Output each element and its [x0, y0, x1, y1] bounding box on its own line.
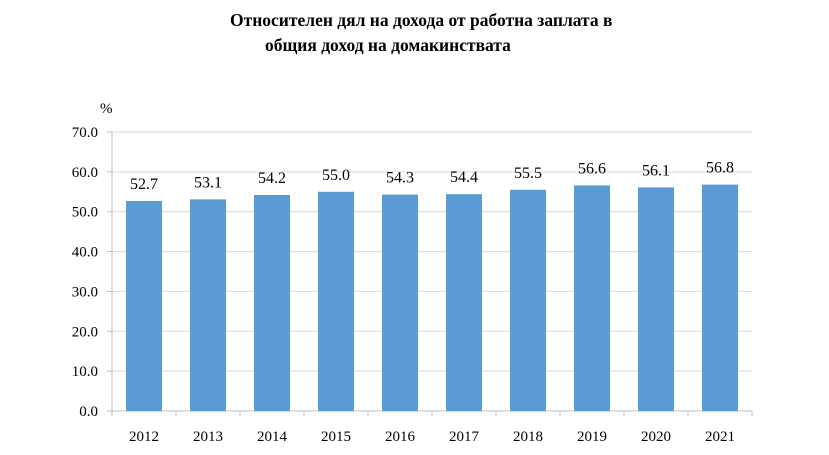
bar-2018 [510, 189, 546, 411]
y-tick-label: 60.0 [72, 165, 98, 181]
bar-2021 [702, 184, 738, 411]
data-label-2013: 53.1 [194, 174, 222, 191]
bar-2019 [574, 185, 610, 411]
x-tick-label: 2016 [385, 429, 416, 445]
bar-2012 [126, 200, 162, 411]
bar-2016 [382, 194, 418, 411]
bar-2015 [318, 191, 354, 411]
bar-2014 [254, 194, 290, 411]
x-tick-label: 2020 [641, 429, 671, 445]
data-label-2016: 54.3 [386, 170, 414, 187]
x-tick-label: 2012 [129, 429, 159, 445]
data-label-2015: 55.0 [322, 167, 350, 184]
y-axis-unit-label: % [100, 101, 113, 117]
data-label-2017: 54.4 [450, 169, 478, 186]
chart-title-line-1: Относителен дял на дохода от работна зап… [230, 10, 613, 30]
data-label-2018: 55.5 [514, 165, 542, 182]
bar-2020 [638, 187, 674, 411]
data-label-2020: 56.1 [642, 162, 670, 179]
x-tick-label: 2018 [513, 429, 543, 445]
chart-title-line-2: общия доход на домакинствата [265, 35, 511, 55]
x-tick-label: 2015 [321, 429, 351, 445]
y-tick-label: 10.0 [72, 364, 98, 380]
y-tick-label: 0.0 [79, 404, 98, 420]
data-label-2014: 54.2 [258, 170, 286, 187]
x-tick-label: 2013 [193, 429, 223, 445]
data-label-2021: 56.8 [706, 160, 734, 177]
y-tick-label: 70.0 [72, 125, 98, 141]
x-tick-label: 2019 [577, 429, 607, 445]
x-tick-label: 2021 [705, 429, 735, 445]
bar-2017 [446, 194, 482, 411]
data-label-2012: 52.7 [130, 176, 158, 193]
x-tick-label: 2017 [449, 429, 480, 445]
y-tick-label: 50.0 [72, 205, 98, 221]
y-tick-label: 30.0 [72, 284, 98, 300]
bar-2013 [190, 199, 226, 411]
y-tick-label: 20.0 [72, 324, 98, 340]
x-tick-label: 2014 [257, 429, 288, 445]
y-tick-label: 40.0 [72, 245, 98, 261]
data-label-2019: 56.6 [578, 160, 606, 177]
